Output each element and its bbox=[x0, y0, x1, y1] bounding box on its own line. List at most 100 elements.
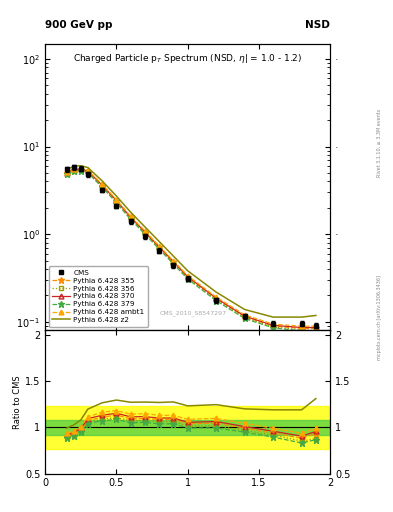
Pythia 6.428 355 bbox=[100, 183, 105, 189]
Pythia 6.428 z2 bbox=[185, 268, 190, 274]
Pythia 6.428 z2 bbox=[64, 166, 69, 173]
Pythia 6.428 355 bbox=[214, 296, 219, 302]
Pythia 6.428 ambt1 bbox=[314, 323, 318, 329]
Pythia 6.428 379 bbox=[79, 167, 83, 174]
Pythia 6.428 370 bbox=[271, 322, 275, 328]
Pythia 6.428 379 bbox=[86, 170, 90, 176]
Pythia 6.428 355 bbox=[185, 274, 190, 281]
Pythia 6.428 356 bbox=[114, 199, 119, 205]
Line: Pythia 6.428 z2: Pythia 6.428 z2 bbox=[66, 166, 316, 317]
Pythia 6.428 370 bbox=[185, 273, 190, 280]
Pythia 6.428 ambt1 bbox=[64, 169, 69, 175]
Pythia 6.428 355 bbox=[79, 166, 83, 173]
Pythia 6.428 355 bbox=[271, 323, 275, 329]
Pythia 6.428 379 bbox=[100, 184, 105, 190]
Pythia 6.428 z2 bbox=[157, 239, 162, 245]
Pythia 6.428 379 bbox=[242, 315, 247, 322]
Pythia 6.428 355 bbox=[143, 229, 147, 236]
Pythia 6.428 z2 bbox=[143, 224, 147, 230]
Pythia 6.428 356 bbox=[157, 245, 162, 251]
Pythia 6.428 370 bbox=[314, 325, 318, 331]
Pythia 6.428 356 bbox=[214, 297, 219, 303]
Pythia 6.428 379 bbox=[185, 276, 190, 282]
Pythia 6.428 379 bbox=[314, 328, 318, 334]
Pythia 6.428 356 bbox=[299, 327, 304, 333]
Text: CMS_2010_S8547297: CMS_2010_S8547297 bbox=[160, 310, 227, 316]
Pythia 6.428 z2 bbox=[314, 312, 318, 318]
Pythia 6.428 z2 bbox=[129, 209, 133, 215]
Pythia 6.428 370 bbox=[299, 325, 304, 331]
Text: NSD: NSD bbox=[305, 19, 330, 30]
Pythia 6.428 ambt1 bbox=[143, 228, 147, 234]
Pythia 6.428 z2 bbox=[79, 163, 83, 169]
Pythia 6.428 355 bbox=[114, 198, 119, 204]
Pythia 6.428 356 bbox=[79, 167, 83, 174]
Pythia 6.428 ambt1 bbox=[129, 213, 133, 219]
Pythia 6.428 370 bbox=[214, 295, 219, 301]
Pythia 6.428 356 bbox=[242, 315, 247, 321]
Pythia 6.428 370 bbox=[79, 166, 83, 172]
Line: Pythia 6.428 356: Pythia 6.428 356 bbox=[64, 168, 318, 333]
Pythia 6.428 355 bbox=[171, 259, 176, 265]
Pythia 6.428 355 bbox=[72, 167, 76, 174]
Line: Pythia 6.428 355: Pythia 6.428 355 bbox=[63, 166, 319, 331]
Line: Pythia 6.428 ambt1: Pythia 6.428 ambt1 bbox=[64, 166, 318, 329]
Pythia 6.428 z2 bbox=[86, 164, 90, 170]
Pythia 6.428 370 bbox=[114, 198, 119, 204]
Pythia 6.428 z2 bbox=[171, 253, 176, 259]
Pythia 6.428 370 bbox=[157, 244, 162, 250]
Pythia 6.428 z2 bbox=[114, 193, 119, 199]
Pythia 6.428 356 bbox=[64, 170, 69, 177]
Pythia 6.428 ambt1 bbox=[185, 272, 190, 279]
Pythia 6.428 ambt1 bbox=[299, 323, 304, 329]
Pythia 6.428 z2 bbox=[242, 306, 247, 312]
Pythia 6.428 ambt1 bbox=[72, 166, 76, 172]
Pythia 6.428 356 bbox=[129, 216, 133, 222]
Pythia 6.428 370 bbox=[86, 168, 90, 174]
Pythia 6.428 379 bbox=[143, 231, 147, 237]
Pythia 6.428 355 bbox=[157, 244, 162, 250]
Pythia 6.428 356 bbox=[100, 184, 105, 190]
Pythia 6.428 355 bbox=[314, 325, 318, 331]
Pythia 6.428 370 bbox=[129, 214, 133, 220]
Text: mcplots.cern.ch [arXiv:1306.3436]: mcplots.cern.ch [arXiv:1306.3436] bbox=[377, 275, 382, 360]
Pythia 6.428 356 bbox=[171, 260, 176, 266]
Pythia 6.428 379 bbox=[114, 200, 119, 206]
Pythia 6.428 355 bbox=[299, 325, 304, 331]
Legend: CMS, Pythia 6.428 355, Pythia 6.428 356, Pythia 6.428 370, Pythia 6.428 379, Pyt: CMS, Pythia 6.428 355, Pythia 6.428 356,… bbox=[49, 266, 148, 327]
Pythia 6.428 z2 bbox=[271, 314, 275, 320]
Pythia 6.428 356 bbox=[86, 169, 90, 176]
Pythia 6.428 370 bbox=[100, 182, 105, 188]
Pythia 6.428 ambt1 bbox=[86, 167, 90, 174]
Pythia 6.428 379 bbox=[271, 325, 275, 331]
Pythia 6.428 355 bbox=[64, 170, 69, 176]
Pythia 6.428 370 bbox=[64, 169, 69, 176]
Pythia 6.428 ambt1 bbox=[214, 294, 219, 300]
Pythia 6.428 ambt1 bbox=[79, 165, 83, 172]
Pythia 6.428 z2 bbox=[72, 163, 76, 169]
Pythia 6.428 379 bbox=[299, 328, 304, 334]
Pythia 6.428 356 bbox=[271, 324, 275, 330]
Pythia 6.428 z2 bbox=[214, 289, 219, 295]
Pythia 6.428 379 bbox=[157, 246, 162, 252]
Pythia 6.428 370 bbox=[242, 313, 247, 319]
Pythia 6.428 355 bbox=[86, 169, 90, 175]
Pythia 6.428 379 bbox=[64, 171, 69, 177]
Text: Rivet 3.1.10, ≥ 3.3M events: Rivet 3.1.10, ≥ 3.3M events bbox=[377, 109, 382, 178]
Pythia 6.428 356 bbox=[314, 328, 318, 334]
Pythia 6.428 379 bbox=[171, 261, 176, 267]
Line: Pythia 6.428 379: Pythia 6.428 379 bbox=[63, 167, 319, 334]
Pythia 6.428 370 bbox=[72, 166, 76, 173]
Text: 900 GeV pp: 900 GeV pp bbox=[45, 19, 113, 30]
Pythia 6.428 355 bbox=[242, 314, 247, 320]
Pythia 6.428 ambt1 bbox=[114, 197, 119, 203]
Pythia 6.428 379 bbox=[214, 297, 219, 304]
Pythia 6.428 356 bbox=[72, 168, 76, 174]
Line: Pythia 6.428 370: Pythia 6.428 370 bbox=[64, 166, 318, 330]
Pythia 6.428 379 bbox=[72, 168, 76, 174]
Pythia 6.428 356 bbox=[185, 275, 190, 281]
Pythia 6.428 z2 bbox=[299, 314, 304, 320]
Pythia 6.428 370 bbox=[143, 229, 147, 235]
Pythia 6.428 356 bbox=[143, 230, 147, 237]
Pythia 6.428 379 bbox=[129, 217, 133, 223]
